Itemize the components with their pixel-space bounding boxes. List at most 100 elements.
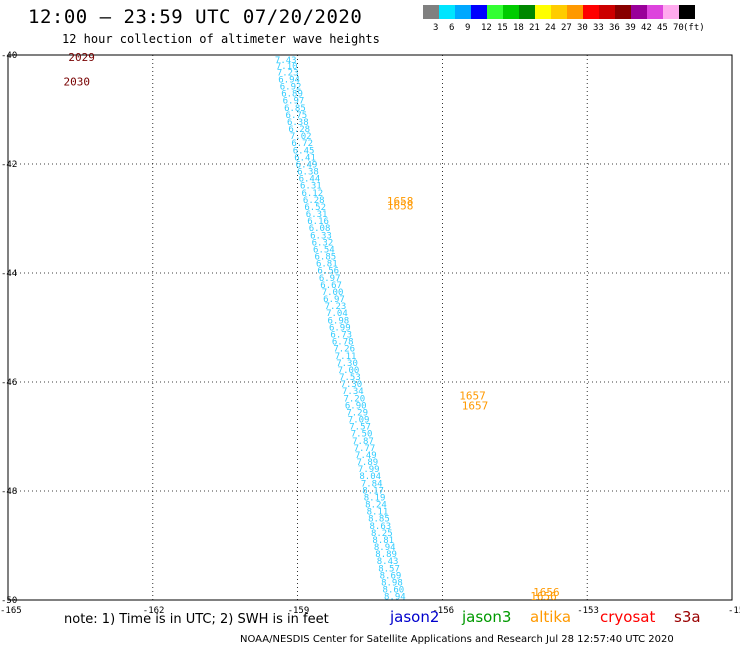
lat-tick-label: -40 <box>1 51 17 61</box>
altika-time-label: 1657 <box>462 399 489 412</box>
footnote: note: 1) Time is in UTC; 2) SWH is in fe… <box>64 612 329 627</box>
swh-point: 7.23 <box>325 302 347 312</box>
swh-point: 8.81 <box>372 536 394 546</box>
swh-point: 6.56 <box>317 267 339 277</box>
swh-point: 6.08 <box>309 224 331 234</box>
satellite-jason3: jason3 <box>462 608 512 626</box>
legend-label: 30 <box>577 23 588 33</box>
swh-point: 6.38 <box>297 168 319 178</box>
swh-point: 7.00 <box>322 288 344 298</box>
swh-point: 8.98 <box>381 578 403 588</box>
swh-point: 6.45 <box>293 146 315 156</box>
swh-point: 7.10 <box>276 62 298 72</box>
swh-point: 7.50 <box>351 430 373 440</box>
legend-swatch <box>567 5 583 19</box>
altika-time-label: 1656 <box>533 586 560 599</box>
altika-time-label: 1658 <box>387 199 414 212</box>
legend-swatch <box>423 5 439 19</box>
swh-point: 6.85 <box>284 104 306 114</box>
swh-point: 6.99 <box>329 323 351 333</box>
legend-swatch <box>551 5 567 19</box>
swh-point: 15.00 <box>0 0 33 3</box>
swh-point: 7.00 <box>338 366 360 376</box>
swh-point: 6.31 <box>306 210 328 220</box>
legend-swatch <box>439 5 455 19</box>
swh-point: 6.28 <box>303 196 325 206</box>
swh-point: 6.97 <box>319 274 341 284</box>
legend-swatch <box>471 5 487 19</box>
swh-point: 7.84 <box>361 479 383 489</box>
swh-point: 6.73 <box>330 330 352 340</box>
lat-tick-label: -44 <box>1 269 17 279</box>
lon-tick-label: -162 <box>143 606 165 616</box>
legend-swatch <box>631 5 647 19</box>
swh-point: 6.44 <box>299 175 321 185</box>
swh-point: 6.16 <box>307 217 329 227</box>
swh-point: 7.53 <box>339 373 361 383</box>
legend-label: 33 <box>593 23 604 33</box>
swh-point: 6.52 <box>304 203 326 213</box>
lon-tick-label: -159 <box>288 606 310 616</box>
swh-point: 8.11 <box>367 508 389 518</box>
legend-label: 15 <box>497 23 508 33</box>
swh-point: 6.31 <box>300 182 322 192</box>
swh-point: 7.49 <box>355 451 377 461</box>
legend-label: 27 <box>561 23 572 33</box>
swh-point: 6.94 <box>278 75 300 85</box>
swh-point: 7.04 <box>326 309 348 319</box>
swh-point: 15.35 <box>0 0 33 3</box>
time-label: 2030 <box>64 76 91 89</box>
swh-point: 6.49 <box>296 160 318 170</box>
swh-point: 7.26 <box>333 345 355 355</box>
swh-point: 6.75 <box>286 111 308 121</box>
credit-line: NOAA/NESDIS Center for Satellite Applica… <box>240 634 674 645</box>
swh-point: 7.43 <box>275 56 297 66</box>
swh-point: 6.98 <box>328 316 350 326</box>
axis-ticks: -165 -162 -159 -156 -153 -150 -40 -42 -44 -46 -48 -… <box>0 51 740 616</box>
swh-point: 7.02 <box>290 132 312 142</box>
swh-point: 6.89 <box>281 90 303 100</box>
swh-point: 8.94 <box>384 593 406 603</box>
satellite-s3a: s3a <box>674 608 701 626</box>
swh-point: 8.85 <box>368 515 390 525</box>
swh-point: 8.04 <box>359 472 381 482</box>
swh-point: 7.77 <box>354 444 376 454</box>
legend-swatch <box>647 5 663 19</box>
swh-point: 8.43 <box>377 557 399 567</box>
lon-tick-label: -156 <box>432 606 454 616</box>
legend-label: 9 <box>465 23 471 33</box>
lat-tick-label: -48 <box>1 487 17 497</box>
swh-point: 14.42 <box>0 0 33 3</box>
swh-point: 6.72 <box>291 139 313 149</box>
legend-swatch <box>599 5 615 19</box>
swh-point: 8.69 <box>380 571 402 581</box>
satellite-jason2: jason2 <box>390 608 440 626</box>
swh-point: 7.20 <box>343 394 365 404</box>
swh-point: 8.24 <box>365 501 387 511</box>
lon-tick-label: -150 <box>728 606 740 616</box>
legend-swatch <box>679 5 695 19</box>
swh-point: 8.17 <box>362 486 384 496</box>
swh-point: 16.43 <box>0 0 33 3</box>
legend-label: 24 <box>545 23 556 33</box>
legend-swatch <box>503 5 519 19</box>
swh-point: 6.97 <box>323 295 345 305</box>
swh-point: 8.63 <box>370 522 392 532</box>
swh-point: 7.23 <box>277 68 299 78</box>
legend-label: 39 <box>625 23 636 33</box>
satellite-altika: altika <box>530 608 572 626</box>
swh-point: 8.57 <box>378 564 400 574</box>
legend-swatch <box>583 5 599 19</box>
altika-time-label: 1658 <box>387 195 414 208</box>
altika-time-label: 1657 <box>459 390 486 403</box>
swh-point: 8.94 <box>374 543 396 553</box>
swh-point: 6.28 <box>288 125 310 135</box>
swh-point: 7.29 <box>346 408 368 418</box>
swh-point: 6.41 <box>294 153 316 163</box>
swh-point: 8.89 <box>375 550 397 560</box>
legend-label: 70 <box>673 23 684 33</box>
page-subtitle: 12 hour collection of altimeter wave hei… <box>62 32 380 46</box>
legend-swatch <box>615 5 631 19</box>
legend-label: 6 <box>449 23 455 33</box>
